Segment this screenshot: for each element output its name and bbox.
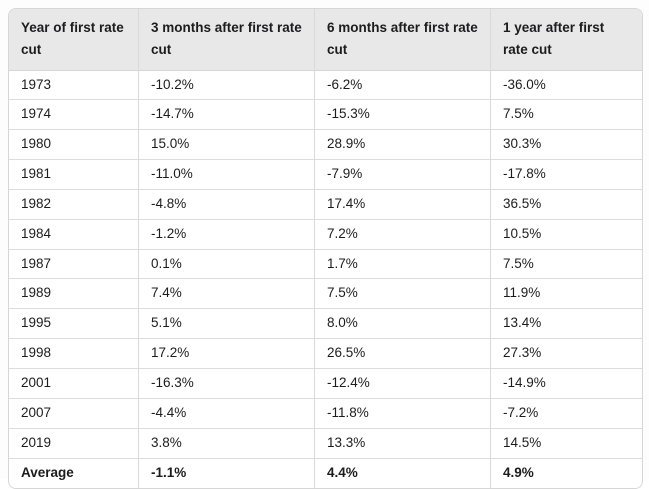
header-row: Year of first rate cut 3 months after fi…	[9, 9, 642, 71]
cell-6-month-return: 17.4%	[314, 189, 490, 220]
col-header-year-of-first-rate-cut: Year of first rate cut	[9, 9, 138, 71]
cell-6-month-return: 13.3%	[314, 428, 490, 459]
table-row: 1998 17.2% 26.5% 27.3%	[9, 339, 642, 369]
cell-3-month-return: -4.8%	[138, 189, 314, 220]
cell-3-month-return: 0.1%	[138, 249, 314, 280]
cell-3-month-return: -1.2%	[138, 219, 314, 250]
table-row: 1984 -1.2% 7.2% 10.5%	[9, 219, 642, 250]
page: Year of first rate cut 3 months after fi…	[8, 8, 643, 489]
table-row: 1987 0.1% 1.7% 7.5%	[9, 249, 642, 280]
cell-1-year-return: 30.3%	[490, 130, 642, 161]
cell-3-month-return: -11.0%	[138, 160, 314, 190]
cell-average-3-month: -1.1%	[138, 458, 314, 488]
cell-6-month-return: 1.7%	[314, 249, 490, 280]
cell-3-month-return: -10.2%	[138, 70, 314, 101]
cell-1-year-return: 7.5%	[490, 100, 642, 131]
table-row: 2007 -4.4% -11.8% -7.2%	[9, 398, 642, 429]
cell-6-month-return: -6.2%	[314, 70, 490, 101]
cell-1-year-return: -36.0%	[490, 70, 642, 101]
cell-year: 1973	[9, 70, 138, 101]
cell-6-month-return: -11.8%	[314, 398, 490, 429]
cell-3-month-return: 15.0%	[138, 130, 314, 161]
cell-1-year-return: -14.9%	[490, 368, 642, 399]
rate-cut-returns-table: Year of first rate cut 3 months after fi…	[8, 8, 643, 489]
cell-1-year-return: -17.8%	[490, 160, 642, 190]
cell-average-label: Average	[9, 458, 138, 488]
cell-3-month-return: 3.8%	[138, 428, 314, 459]
cell-year: 1989	[9, 279, 138, 310]
cell-3-month-return: 7.4%	[138, 279, 314, 310]
cell-3-month-return: -14.7%	[138, 100, 314, 131]
col-header-3-months-after: 3 months after first rate cut	[138, 9, 314, 71]
cell-6-month-return: -12.4%	[314, 368, 490, 399]
cell-year: 2007	[9, 398, 138, 429]
cell-year: 1974	[9, 100, 138, 131]
cell-year: 1995	[9, 309, 138, 340]
cell-average-1-year: 4.9%	[490, 458, 642, 488]
cell-6-month-return: 26.5%	[314, 339, 490, 369]
cell-3-month-return: 17.2%	[138, 339, 314, 369]
cell-1-year-return: 36.5%	[490, 189, 642, 220]
table-row: 1995 5.1% 8.0% 13.4%	[9, 309, 642, 340]
cell-3-month-return: 5.1%	[138, 309, 314, 340]
table-row: 2019 3.8% 13.3% 14.5%	[9, 428, 642, 459]
cell-6-month-return: 7.5%	[314, 279, 490, 310]
table-row: 1989 7.4% 7.5% 11.9%	[9, 279, 642, 310]
col-header-1-year-after: 1 year after first rate cut	[490, 9, 642, 71]
cell-year: 1982	[9, 189, 138, 220]
cell-year: 1981	[9, 160, 138, 190]
cell-1-year-return: 10.5%	[490, 219, 642, 250]
cell-1-year-return: 11.9%	[490, 279, 642, 310]
cell-1-year-return: 27.3%	[490, 339, 642, 369]
cell-year: 2019	[9, 428, 138, 459]
col-header-6-months-after: 6 months after first rate cut	[314, 9, 490, 71]
cell-1-year-return: -7.2%	[490, 398, 642, 429]
cell-year: 1987	[9, 249, 138, 280]
cell-6-month-return: 8.0%	[314, 309, 490, 340]
table-row: 1974 -14.7% -15.3% 7.5%	[9, 100, 642, 131]
cell-6-month-return: 28.9%	[314, 130, 490, 161]
table-row: 1981 -11.0% -7.9% -17.8%	[9, 160, 642, 190]
cell-year: 1998	[9, 339, 138, 369]
cell-3-month-return: -16.3%	[138, 368, 314, 399]
table-row: 1982 -4.8% 17.4% 36.5%	[9, 189, 642, 220]
cell-6-month-return: -7.9%	[314, 160, 490, 190]
cell-6-month-return: -15.3%	[314, 100, 490, 131]
table-row: 2001 -16.3% -12.4% -14.9%	[9, 368, 642, 399]
cell-year: 2001	[9, 368, 138, 399]
table-row: 1973 -10.2% -6.2% -36.0%	[9, 70, 642, 101]
cell-average-6-month: 4.4%	[314, 458, 490, 488]
cell-3-month-return: -4.4%	[138, 398, 314, 429]
table-row-average: Average -1.1% 4.4% 4.9%	[9, 458, 642, 488]
cell-1-year-return: 7.5%	[490, 249, 642, 280]
cell-1-year-return: 14.5%	[490, 428, 642, 459]
table-row: 1980 15.0% 28.9% 30.3%	[9, 130, 642, 161]
cell-year: 1980	[9, 130, 138, 161]
cell-6-month-return: 7.2%	[314, 219, 490, 250]
cell-1-year-return: 13.4%	[490, 309, 642, 340]
cell-year: 1984	[9, 219, 138, 250]
